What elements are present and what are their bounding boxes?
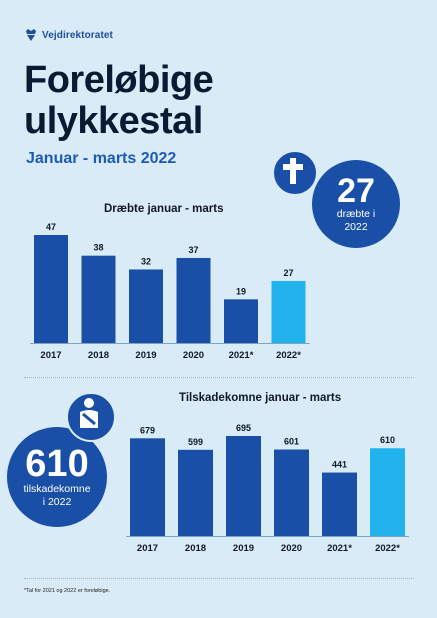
chart-title-injured: Tilskadekomne januar - marts: [179, 392, 342, 404]
injured-category-label-2020: 2020: [281, 543, 302, 554]
injured-category-label-2019: 2019: [233, 543, 254, 554]
killed-bar-2021: [224, 299, 258, 343]
injured-bar-2019: [226, 436, 261, 536]
logo-text: Vejdirektoratet: [42, 29, 113, 41]
injured-icon-bubble: [66, 392, 116, 442]
injured-value-label-2021: 441: [332, 460, 347, 470]
killed-category-label-2018: 2018: [88, 350, 109, 361]
killed-value: 27: [337, 172, 375, 210]
injured-bar-2022: [370, 448, 405, 536]
logo: Vejdirektoratet: [24, 28, 113, 42]
killed-bar-2022: [271, 280, 306, 343]
injured-bar-2017: [130, 438, 165, 536]
injured-highlight-bubble: 610 tilskadekomne i 2022: [7, 427, 107, 527]
divider: [24, 578, 414, 579]
injured-category-label-2017: 2017: [137, 543, 158, 554]
injured-category-label-2018: 2018: [185, 543, 206, 554]
injured-value: 610: [25, 443, 89, 485]
killed-category-label-2017: 2017: [40, 350, 61, 361]
killed-category-label-2020: 2020: [183, 350, 204, 361]
crown-shield-icon: [26, 29, 36, 41]
killed-category-label-2022: 2022*: [276, 350, 301, 361]
killed-category-label-2019: 2019: [135, 350, 156, 361]
injured-value-label-2017: 679: [140, 425, 155, 435]
subtitle: Januar - marts 2022: [26, 150, 177, 167]
injured-category-label-2022: 2022*: [375, 543, 400, 554]
injured-value-label-2018: 599: [188, 437, 203, 447]
killed-bar-2018: [81, 255, 116, 343]
killed-bar-2017: [34, 235, 68, 343]
killed-value-label-2017: 47: [46, 222, 56, 232]
cross-icon-bubble: [272, 150, 318, 196]
killed-value-label-2022: 27: [283, 268, 293, 278]
killed-category-label-2021: 2021*: [229, 350, 254, 361]
killed-value-label-2020: 37: [188, 245, 198, 255]
killed-highlight-bubble: 27 dræbte i 2022: [312, 160, 400, 248]
killed-label-1: dræbte i: [336, 208, 376, 220]
killed-bar-2019: [129, 269, 163, 343]
killed-value-label-2018: 38: [93, 243, 103, 253]
injured-value-label-2020: 601: [284, 437, 299, 447]
injured-bar-2020: [274, 449, 309, 536]
cross-icon: [283, 158, 303, 184]
chart-title-killed: Dræbte januar - marts: [104, 203, 224, 215]
injured-label-1: tilskadekomne: [23, 483, 91, 495]
killed-label-2: 2022: [344, 221, 368, 233]
injured-value-label-2022: 610: [380, 435, 395, 445]
footnote: *Tal for 2021 og 2022 er foreløbige.: [24, 588, 111, 594]
injured-category-label-2021: 2021*: [327, 543, 352, 554]
title-line-2: ulykkestal: [24, 100, 203, 142]
page-title: Foreløbige ulykkestal: [24, 59, 214, 142]
injured-bar-2021: [322, 472, 357, 536]
injured-person-icon: [80, 398, 98, 428]
divider: [24, 377, 414, 378]
killed-bar-2020: [176, 257, 211, 343]
killed-value-label-2021: 19: [236, 286, 246, 296]
killed-value-label-2019: 32: [141, 256, 151, 266]
injured-value-label-2019: 695: [236, 423, 251, 433]
injured-label-2: i 2022: [42, 496, 72, 508]
title-line-1: Foreløbige: [24, 59, 214, 101]
injured-bar-2018: [178, 449, 213, 536]
